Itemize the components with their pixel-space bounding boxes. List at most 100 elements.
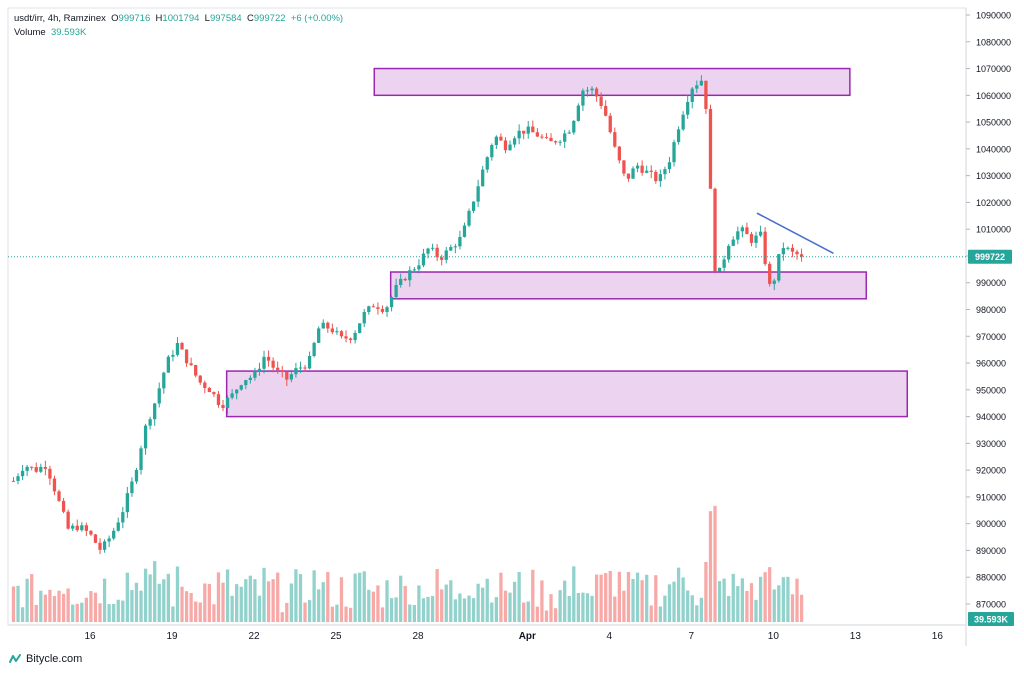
candle-body[interactable] bbox=[535, 132, 539, 137]
candle-body[interactable] bbox=[367, 306, 371, 313]
candle-body[interactable] bbox=[745, 227, 749, 235]
zone-resistance[interactable] bbox=[373, 67, 851, 97]
candle-body[interactable] bbox=[704, 80, 708, 109]
candle-body[interactable] bbox=[590, 88, 594, 91]
candle-body[interactable] bbox=[257, 368, 262, 372]
candle-body[interactable] bbox=[649, 170, 653, 172]
candle-body[interactable] bbox=[153, 403, 157, 420]
candle-body[interactable] bbox=[499, 136, 503, 141]
candle-body[interactable] bbox=[699, 80, 703, 86]
candle-body[interactable] bbox=[781, 248, 785, 255]
candle-body[interactable] bbox=[203, 382, 207, 388]
candle-body[interactable] bbox=[280, 370, 284, 372]
candle-body[interactable] bbox=[736, 231, 740, 240]
candle-body[interactable] bbox=[326, 322, 330, 329]
candle-body[interactable] bbox=[740, 227, 744, 232]
candle-body[interactable] bbox=[412, 269, 416, 271]
candle-body[interactable] bbox=[640, 165, 644, 173]
candle-body[interactable] bbox=[116, 522, 120, 531]
candle-body[interactable] bbox=[189, 363, 193, 366]
candle-body[interactable] bbox=[321, 322, 325, 329]
candle-body[interactable] bbox=[98, 542, 102, 550]
candle-body[interactable] bbox=[408, 270, 412, 281]
candle-body[interactable] bbox=[166, 356, 170, 373]
candle-body[interactable] bbox=[312, 342, 316, 356]
candle-body[interactable] bbox=[89, 530, 93, 535]
candle-body[interactable] bbox=[676, 129, 681, 143]
zone-support-upper[interactable] bbox=[389, 271, 868, 300]
candle-body[interactable] bbox=[34, 467, 38, 472]
candle-body[interactable] bbox=[417, 265, 421, 270]
candle-body[interactable] bbox=[344, 336, 348, 339]
candle-body[interactable] bbox=[235, 389, 239, 394]
candle-body[interactable] bbox=[731, 239, 735, 246]
candle-body[interactable] bbox=[266, 356, 271, 361]
candle-body[interactable] bbox=[490, 145, 494, 158]
candle-body[interactable] bbox=[503, 140, 508, 151]
candle-body[interactable] bbox=[276, 367, 280, 371]
candle-body[interactable] bbox=[626, 173, 631, 179]
candle-body[interactable] bbox=[380, 308, 385, 312]
candle-body[interactable] bbox=[353, 332, 357, 341]
candle-body[interactable] bbox=[289, 374, 293, 380]
candle-body[interactable] bbox=[654, 171, 658, 182]
candle-body[interactable] bbox=[20, 470, 25, 477]
candle-body[interactable] bbox=[790, 247, 795, 252]
candle-body[interactable] bbox=[512, 138, 517, 145]
candle-body[interactable] bbox=[585, 90, 590, 92]
candle-body[interactable] bbox=[335, 331, 339, 333]
candle-body[interactable] bbox=[544, 137, 549, 139]
candle-body[interactable] bbox=[508, 144, 512, 151]
candle-body[interactable] bbox=[481, 169, 485, 187]
candle-body[interactable] bbox=[549, 137, 553, 142]
candle-body[interactable] bbox=[162, 372, 166, 389]
candle-body[interactable] bbox=[61, 500, 66, 512]
candle-body[interactable] bbox=[39, 466, 43, 472]
candle-body[interactable] bbox=[16, 476, 20, 481]
candle-body[interactable] bbox=[563, 133, 567, 142]
candle-body[interactable] bbox=[444, 250, 448, 260]
candle-body[interactable] bbox=[576, 105, 580, 121]
candle-body[interactable] bbox=[148, 419, 152, 426]
candle-body[interactable] bbox=[80, 525, 84, 531]
candle-body[interactable] bbox=[553, 141, 558, 143]
candle-body[interactable] bbox=[143, 425, 148, 449]
candle-body[interactable] bbox=[230, 393, 234, 398]
candle-body[interactable] bbox=[717, 267, 722, 272]
candle-body[interactable] bbox=[772, 280, 776, 284]
candle-body[interactable] bbox=[57, 491, 61, 501]
candle-body[interactable] bbox=[462, 225, 467, 237]
candle-body[interactable] bbox=[777, 254, 781, 281]
candle-body[interactable] bbox=[631, 168, 635, 179]
candle-body[interactable] bbox=[262, 356, 266, 369]
candle-body[interactable] bbox=[175, 343, 180, 355]
candle-body[interactable] bbox=[84, 525, 88, 531]
candle-body[interactable] bbox=[212, 392, 216, 395]
candle-body[interactable] bbox=[786, 247, 790, 249]
candle-body[interactable] bbox=[102, 541, 107, 550]
candle-body[interactable] bbox=[435, 247, 439, 258]
candle-body[interactable] bbox=[594, 88, 599, 97]
candle-body[interactable] bbox=[453, 246, 457, 248]
candle-body[interactable] bbox=[426, 248, 430, 254]
candle-body[interactable] bbox=[768, 263, 772, 284]
candle-body[interactable] bbox=[48, 468, 52, 479]
candle-body[interactable] bbox=[531, 126, 535, 133]
candle-body[interactable] bbox=[430, 247, 435, 249]
candle-body[interactable] bbox=[339, 331, 344, 337]
candle-body[interactable] bbox=[107, 538, 111, 542]
candle-body[interactable] bbox=[667, 162, 672, 170]
candle-body[interactable] bbox=[184, 349, 189, 364]
candle-body[interactable] bbox=[198, 375, 202, 383]
candle-body[interactable] bbox=[572, 120, 576, 133]
candle-body[interactable] bbox=[134, 469, 139, 482]
candle-body[interactable] bbox=[11, 480, 16, 482]
candle-body[interactable] bbox=[599, 96, 603, 106]
candle-body[interactable] bbox=[635, 165, 640, 169]
candle-body[interactable] bbox=[385, 307, 389, 312]
candle-body[interactable] bbox=[244, 380, 248, 386]
candle-body[interactable] bbox=[672, 142, 676, 163]
candle-body[interactable] bbox=[421, 253, 426, 266]
candle-body[interactable] bbox=[517, 130, 521, 139]
